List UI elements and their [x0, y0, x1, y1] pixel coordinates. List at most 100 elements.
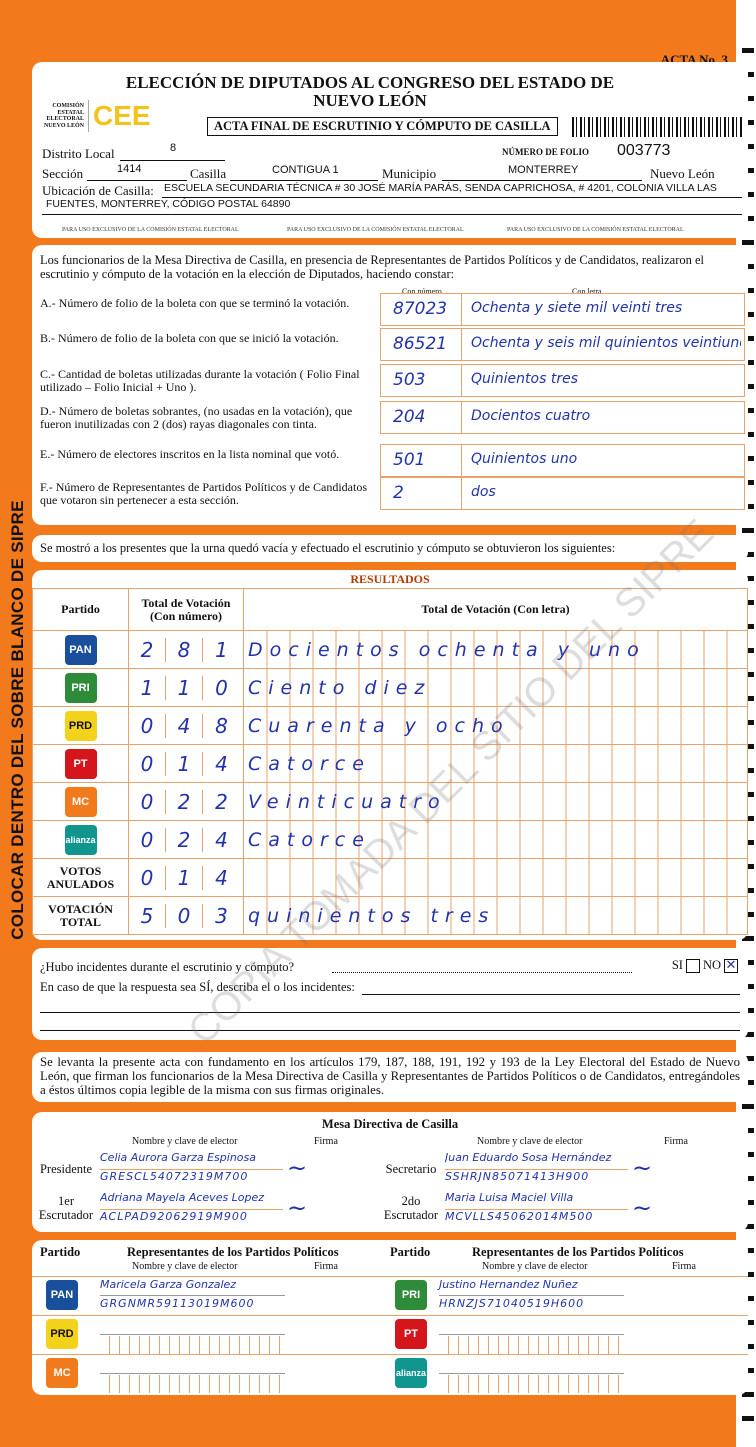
question-letter-value[interactable]: Ochenta y seis mil quinientos veintiuno — [471, 335, 741, 351]
signature-field[interactable]: ~ — [632, 1194, 653, 1222]
rep-clave[interactable] — [100, 1336, 285, 1354]
votes-letter-cell[interactable] — [243, 858, 748, 897]
result-row: VOTACIÓN TOTAL 5 0 3 quinientos tres — [32, 896, 748, 935]
votes-letter-cell[interactable]: Catorce — [243, 820, 748, 859]
signature-field[interactable]: ~ — [632, 1154, 653, 1182]
header-panel: ELECCIÓN DE DIPUTADOS AL CONGRESO DEL ES… — [32, 62, 748, 238]
reps-header: Representantes de los Partidos Políticos — [127, 1245, 339, 1259]
row-label: VOTOS ANULADOS — [46, 863, 115, 891]
party-logo-prd: PRD — [64, 710, 97, 741]
registration-mark — [742, 720, 754, 725]
registration-mark — [742, 360, 754, 365]
votes-letter-cell[interactable]: Catorce — [243, 744, 748, 783]
registration-mark — [742, 312, 754, 317]
votes-letter-value — [244, 867, 248, 889]
vote-digit: 2 — [166, 827, 203, 852]
rep-name[interactable]: Justino Hernandez Nuñez — [439, 1278, 624, 1296]
registration-mark — [742, 1032, 754, 1037]
question-label: F.- Número de Representantes de Partidos… — [40, 480, 367, 507]
question-number-value[interactable]: 503 — [393, 370, 426, 390]
registration-mark — [742, 1272, 754, 1277]
rep-clave[interactable] — [439, 1336, 624, 1354]
registration-mark — [742, 48, 754, 53]
representantes-panel: Partido Representantes de los Partidos Po… — [32, 1240, 748, 1395]
municipio-value: MONTERREY — [508, 164, 579, 176]
member-clave[interactable]: SSHRJN85071413H900 — [445, 1170, 590, 1183]
question-number-value[interactable]: 2 — [393, 483, 404, 503]
member-name[interactable]: Maria Luisa Maciel Villa — [445, 1191, 628, 1210]
party-cell: PT — [32, 744, 129, 783]
barcode — [572, 117, 742, 137]
question-number-value[interactable]: 86521 — [393, 334, 448, 354]
registration-mark — [742, 624, 754, 629]
vote-digit: 1 — [129, 675, 166, 700]
member-clave[interactable]: ACLPAD92062919M900 — [100, 1210, 248, 1223]
member-name[interactable]: Celia Aurora Garza Espinosa — [100, 1151, 283, 1170]
vote-digit: 0 — [129, 751, 166, 776]
rep-name[interactable] — [100, 1356, 285, 1374]
question-letter-value[interactable]: Docientos cuatro — [471, 408, 591, 424]
vote-digit: 0 — [129, 713, 166, 738]
member-role: Presidente — [39, 1162, 93, 1176]
reps-subheader: Nombre y clave de elector — [482, 1261, 588, 1272]
registration-mark — [742, 264, 754, 269]
rep-clave[interactable] — [100, 1375, 285, 1393]
signature-field[interactable]: ~ — [287, 1154, 308, 1182]
page-title: ELECCIÓN DE DIPUTADOS AL CONGRESO DEL ES… — [125, 73, 615, 110]
rep-name[interactable] — [439, 1356, 624, 1374]
reps-subheader: Nombre y clave de elector — [132, 1261, 238, 1272]
votes-letter-cell[interactable]: Ciento diez — [243, 668, 748, 707]
vote-digit: 0 — [129, 827, 166, 852]
ubicacion-value: ESCUELA SECUNDARIA TÉCNICA # 30 JOSÉ MAR… — [164, 182, 717, 194]
question-letter-value[interactable]: Quinientos tres — [471, 371, 578, 387]
casilla-value: CONTIGUA 1 — [272, 164, 339, 176]
question-label: A.- Número de folio de la boleta con que… — [40, 296, 350, 310]
rep-clave[interactable]: HRNZJS71040519H600 — [439, 1297, 585, 1310]
question-number-value[interactable]: 204 — [393, 407, 426, 427]
votes-letter-cell[interactable]: Docientos ochenta y uno — [243, 630, 748, 669]
votes-letter-cell[interactable]: quinientos tres — [243, 896, 748, 935]
votes-letter-cell[interactable]: Cuarenta y ocho — [243, 706, 748, 745]
member-name[interactable]: Juan Eduardo Sosa Hernández — [445, 1151, 628, 1170]
vote-digit: 0 — [129, 865, 166, 890]
rep-clave[interactable] — [439, 1375, 624, 1393]
member-name[interactable]: Adriana Mayela Aceves Lopez — [100, 1191, 283, 1210]
vote-digit: 4 — [166, 713, 203, 738]
result-row: PRD 0 4 8 Cuarenta y ocho — [32, 706, 748, 745]
rep-name[interactable] — [439, 1317, 624, 1335]
signature-field[interactable]: ~ — [287, 1194, 308, 1222]
party-logo-alianza: alianza — [395, 1358, 427, 1388]
question-letter-value[interactable]: dos — [471, 484, 496, 500]
results-panel: RESULTADOS Partido Total de Votación (Con… — [32, 570, 748, 940]
rep-name[interactable]: Maricela Garza Gonzalez — [100, 1278, 285, 1296]
member-clave[interactable]: MCVLLS45062014M500 — [445, 1210, 594, 1223]
rep-clave[interactable]: GRGNMR59113019M600 — [100, 1297, 255, 1310]
question-letter-value[interactable]: Quinientos uno — [471, 451, 578, 467]
mesa-member: Presidente Celia Aurora Garza Espinosa GRE… — [32, 1150, 377, 1190]
registration-mark — [742, 336, 754, 341]
party-logo-alianza: alianza — [64, 824, 97, 855]
si-checkbox[interactable] — [685, 958, 700, 973]
no-checkbox[interactable]: ✕ — [724, 957, 738, 973]
question-row-box: 501 Quinientos uno — [380, 444, 745, 477]
party-cell: VOTOS ANULADOS — [32, 858, 129, 897]
reps-header: Representantes de los Partidos Políticos — [472, 1245, 684, 1259]
question-number-value[interactable]: 501 — [393, 450, 426, 470]
question-label: E.- Número de electores inscritos en la … — [40, 447, 340, 461]
member-clave[interactable]: GRESCL54072319M700 — [100, 1170, 249, 1183]
registration-mark — [742, 1248, 754, 1253]
votes-letter-cell[interactable]: Veinticuatro — [243, 782, 748, 821]
question-number-value[interactable]: 87023 — [393, 299, 448, 319]
rep-name[interactable] — [100, 1317, 285, 1335]
question-letter-value[interactable]: Ochenta y siete mil veinti tres — [471, 300, 683, 316]
rep-row: PRI Justino Hernandez Nuñez HRNZJS71040519… — [377, 1276, 748, 1315]
registration-mark — [742, 504, 754, 509]
